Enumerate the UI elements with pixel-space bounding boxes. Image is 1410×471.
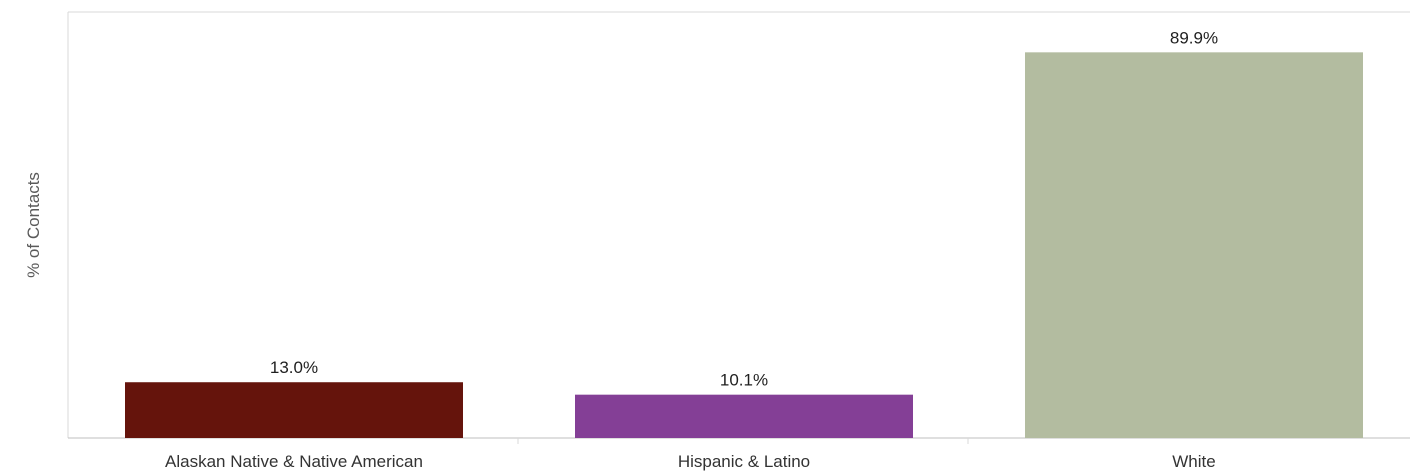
x-tick-label: Hispanic & Latino (678, 452, 810, 471)
y-axis-label: % of Contacts (24, 172, 43, 278)
bar-hispanic-latino[interactable] (575, 394, 913, 438)
data-label: 89.9% (1170, 28, 1218, 47)
data-label: 10.1% (720, 371, 768, 390)
data-label: 13.0% (270, 358, 318, 377)
x-tick-label: Alaskan Native & Native American (165, 452, 423, 471)
bar-alaskan-native-native-american[interactable] (125, 382, 463, 438)
x-tick-label: White (1172, 452, 1215, 471)
bar-white[interactable] (1025, 52, 1363, 438)
chart-marks: 13.0% Alaskan Native & Native American 10.… (125, 28, 1363, 471)
